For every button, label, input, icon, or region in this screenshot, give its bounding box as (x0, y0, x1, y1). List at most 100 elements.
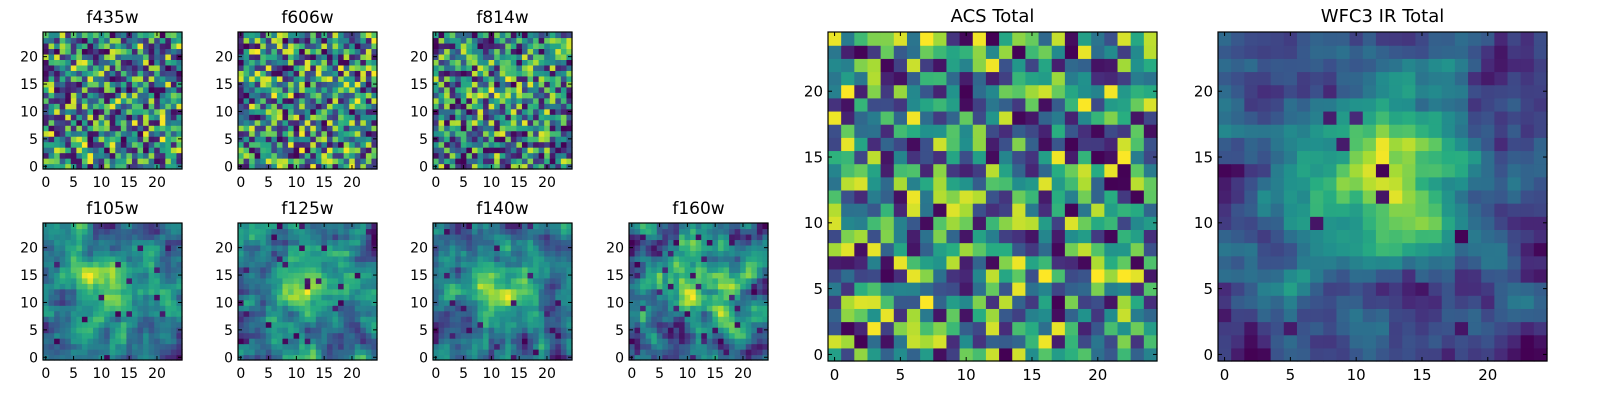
heatmap-cell (494, 130, 501, 137)
heatmap-cell (1104, 242, 1119, 257)
heatmap-cell (115, 59, 122, 66)
heatmap-cell (477, 239, 484, 246)
heatmap-cell (477, 86, 484, 93)
heatmap-cell (972, 203, 987, 217)
heatmap-cell (310, 283, 317, 290)
heatmap-cell (321, 294, 328, 301)
heatmap-cell (249, 119, 256, 126)
heatmap-cell (315, 103, 322, 110)
heatmap-cell (304, 81, 311, 88)
heatmap-cell (310, 321, 317, 328)
heatmap-cell (338, 64, 345, 71)
heatmap-cell (126, 75, 133, 82)
heatmap-cell (288, 32, 295, 39)
heatmap-cell (299, 272, 306, 279)
heatmap-cell (293, 130, 300, 137)
heatmap-cell (115, 266, 122, 273)
heatmap-cell (656, 338, 663, 345)
heatmap-cell (143, 97, 150, 104)
heatmap-cell (271, 125, 278, 132)
heatmap-cell (120, 294, 127, 301)
heatmap-cell (544, 332, 551, 339)
heatmap-cell (438, 152, 445, 159)
heatmap-cell (499, 288, 506, 295)
heatmap-cell (70, 321, 77, 328)
heatmap-cell (115, 64, 122, 71)
heatmap-cell (131, 130, 139, 137)
heatmap-cell (154, 272, 161, 279)
heatmap-cell (104, 53, 111, 60)
heatmap-cell (271, 108, 278, 115)
heatmap-cell (131, 92, 139, 99)
heatmap-cell (288, 223, 295, 230)
heatmap-cell (154, 114, 161, 121)
heatmap-cell (131, 354, 139, 361)
heatmap-cell (729, 354, 736, 361)
heatmap-cell (338, 228, 345, 235)
heatmap-cell (673, 305, 680, 312)
heatmap-cell (310, 114, 317, 121)
heatmap-cell (271, 119, 278, 126)
heatmap-cell (695, 223, 702, 230)
heatmap-cell (321, 288, 328, 295)
heatmap-cell (510, 305, 517, 312)
heatmap-cell (645, 250, 652, 257)
heatmap-cell (651, 294, 658, 301)
heatmap-cell (549, 261, 556, 268)
heatmap-cell (109, 299, 116, 306)
heatmap-cell (510, 163, 517, 170)
heatmap-cell (466, 327, 473, 334)
heatmap-cell (701, 223, 708, 230)
heatmap-cell (115, 136, 122, 143)
heatmap-cell (143, 81, 150, 88)
heatmap-cell (65, 332, 72, 339)
heatmap-cell (471, 108, 479, 115)
heatmap-cell (293, 272, 300, 279)
heatmap-cell (315, 239, 322, 246)
heatmap-cell (893, 295, 908, 309)
heatmap-cell (433, 147, 440, 154)
heatmap-cell (54, 48, 61, 55)
heatmap-cell (276, 48, 284, 55)
heatmap-cell (159, 354, 166, 361)
heatmap-cell (449, 343, 456, 350)
heatmap-cell (867, 229, 882, 244)
heatmap-cell (43, 70, 50, 77)
heatmap-cell (745, 316, 752, 323)
heatmap-cell (544, 103, 551, 110)
heatmap-cell (538, 114, 545, 121)
heatmap-cell (566, 332, 573, 339)
heatmap-cell (494, 233, 501, 241)
heatmap-cell (43, 310, 50, 317)
heatmap-cell (1130, 347, 1145, 362)
heatmap-cell (54, 141, 61, 148)
heatmap-cell (527, 250, 534, 257)
heatmap-cell (265, 283, 272, 290)
heatmap-cell (332, 338, 339, 345)
heatmap-cell (667, 305, 675, 312)
heatmap-cell (516, 316, 523, 323)
heatmap-cell (238, 130, 245, 137)
heatmap-cell (510, 92, 517, 99)
heatmap-cell (449, 277, 456, 284)
heatmap-cell (438, 42, 445, 50)
heatmap-cell (65, 114, 72, 121)
heatmap-cell (326, 75, 334, 82)
heatmap-cell (354, 32, 361, 39)
heatmap-cell (93, 332, 100, 339)
heatmap-cell (238, 103, 245, 110)
panel-title: f140w (476, 199, 529, 219)
heatmap-cell (254, 266, 261, 273)
heatmap-cell (505, 152, 512, 159)
heatmap-cell (70, 108, 77, 115)
heatmap-cell (154, 332, 161, 339)
heatmap-cell (734, 316, 741, 323)
heatmap-cell (332, 250, 339, 257)
heatmap-cell (70, 86, 77, 93)
heatmap-cell (828, 176, 842, 191)
heatmap-cell (521, 163, 529, 170)
heatmap-cell (332, 244, 339, 251)
heatmap-cell (690, 332, 697, 339)
heatmap-cell (54, 228, 61, 235)
heatmap-cell (723, 261, 730, 268)
